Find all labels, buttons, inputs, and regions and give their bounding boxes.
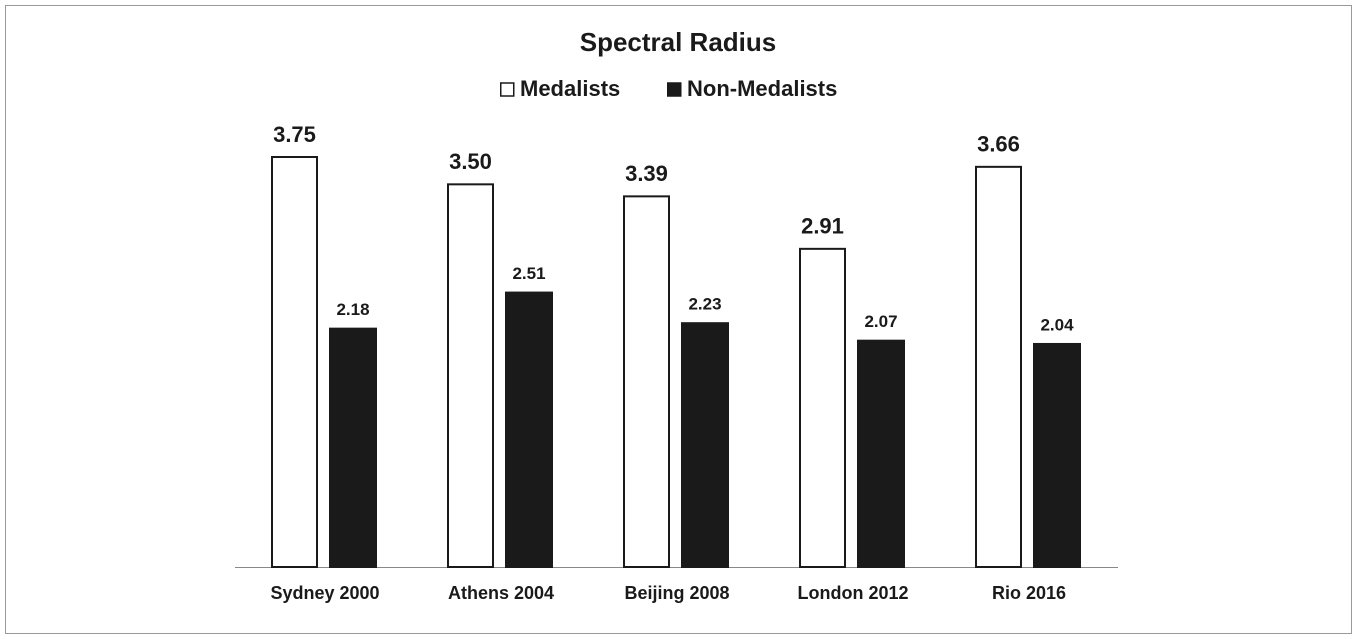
bar — [329, 327, 377, 568]
data-label: 2.18 — [336, 300, 369, 319]
legend-label: Non-Medalists — [687, 76, 837, 101]
data-label: 3.39 — [625, 161, 668, 186]
x-tick-label: Athens 2004 — [448, 583, 554, 603]
x-tick-label: Rio 2016 — [992, 583, 1066, 603]
bar — [799, 247, 846, 568]
data-label: 2.04 — [1040, 315, 1074, 334]
bar — [447, 183, 494, 568]
bar — [1033, 342, 1081, 568]
x-tick-label: Beijing 2008 — [624, 583, 729, 603]
bar — [681, 322, 729, 569]
chart-title: Spectral Radius — [580, 27, 777, 57]
bar — [271, 156, 318, 568]
data-label: 2.07 — [864, 312, 897, 331]
data-label: 2.91 — [801, 214, 844, 239]
data-label: 3.50 — [449, 149, 492, 174]
data-label: 3.66 — [977, 132, 1020, 157]
x-tick-label: Sydney 2000 — [270, 583, 379, 603]
bar — [505, 291, 553, 568]
legend-swatch — [667, 82, 682, 97]
x-tick-label: London 2012 — [797, 583, 908, 603]
bar — [857, 339, 905, 568]
data-label: 2.23 — [688, 295, 721, 314]
data-label: 3.75 — [273, 122, 316, 147]
legend-label: Medalists — [520, 76, 620, 101]
chart-frame — [5, 5, 1352, 634]
bar — [975, 165, 1022, 568]
bar — [623, 195, 670, 569]
legend-swatch — [500, 82, 515, 97]
data-label: 2.51 — [512, 264, 545, 283]
